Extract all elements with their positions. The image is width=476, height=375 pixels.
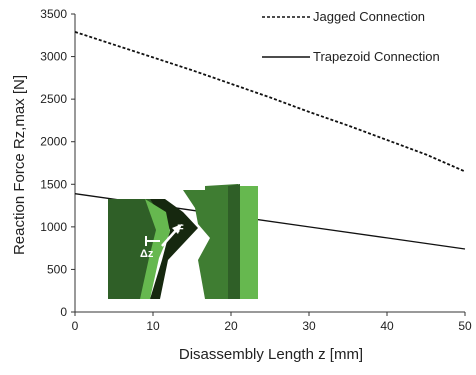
legend-label-jagged: Jagged Connection (313, 9, 425, 24)
legend-label-trapezoid: Trapezoid Connection (313, 49, 440, 64)
x-tick-label: 40 (380, 319, 394, 333)
inset-image: F Δz (108, 184, 258, 299)
x-axis-title: Disassembly Length z [mm] (179, 346, 363, 363)
x-tick-label: 20 (224, 319, 238, 333)
y-tick-label: 2500 (40, 92, 67, 106)
x-tick-label: 50 (458, 319, 472, 333)
y-tick-label: 2000 (40, 135, 67, 149)
inset-dz-label: Δz (140, 248, 154, 260)
y-tick-label: 3000 (40, 50, 67, 64)
y-tick-label: 3500 (40, 7, 67, 21)
legend: Jagged Connection Trapezoid Connection (262, 9, 440, 64)
y-tick-label: 1500 (40, 177, 67, 191)
y-axis-title: Reaction Force Rz,max [N] (11, 75, 28, 255)
y-tick-label: 500 (47, 262, 67, 276)
x-tick-label: 0 (72, 319, 79, 333)
inset-block-right-face (228, 184, 240, 299)
x-tick-label: 30 (302, 319, 316, 333)
x-tick-label: 10 (146, 319, 160, 333)
y-tick-label: 1000 (40, 220, 67, 234)
y-tick-label: 0 (60, 305, 67, 319)
inset-force-label: F (177, 223, 184, 235)
